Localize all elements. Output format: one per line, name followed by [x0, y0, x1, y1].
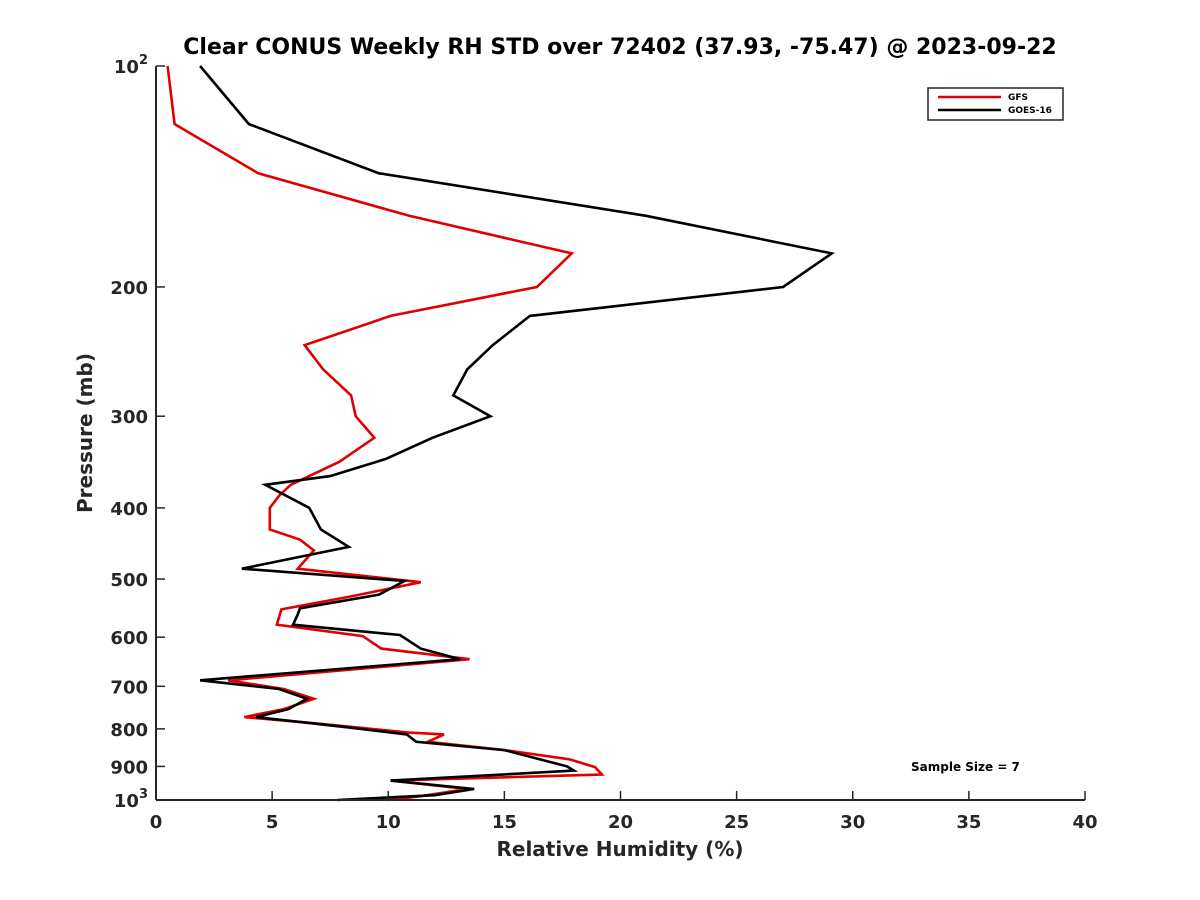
x-tick-label: 25 — [724, 812, 749, 833]
series-layer — [166, 65, 836, 802]
x-tick-label: 30 — [840, 812, 865, 833]
x-ticks: 0 5 10 15 20 25 30 35 40 — [150, 791, 1098, 833]
y-tick-label: 800 — [110, 720, 148, 741]
x-tick-label: 20 — [608, 812, 633, 833]
x-tick-label: 35 — [956, 812, 981, 833]
sample-size-annotation: Sample Size = 7 — [911, 760, 1020, 774]
legend-box — [927, 87, 1064, 121]
y-tick-label: 500 — [110, 570, 148, 591]
legend: GFS GOES-16 — [927, 87, 1064, 121]
y-tick-label: 900 — [110, 757, 148, 778]
x-tick-label: 15 — [492, 812, 517, 833]
x-tick-label: 0 — [150, 812, 163, 833]
y-tick-label: 200 — [110, 278, 148, 299]
y-tick-label: 400 — [110, 499, 148, 520]
y-tick-label: 102 — [114, 53, 148, 78]
x-tick-label: 10 — [376, 812, 401, 833]
y-tick-label: 103 — [114, 787, 148, 812]
legend-label-goes16: GOES-16 — [1008, 106, 1052, 116]
y-axis-label: Pressure (mb) — [73, 353, 97, 513]
y-ticks: 102 200 300 400 500 600 700 800 900 103 — [110, 53, 165, 812]
series-line-gfs — [166, 65, 605, 802]
axes-frame — [155, 66, 1085, 801]
legend-label-gfs: GFS — [1008, 93, 1028, 103]
x-axis-label: Relative Humidity (%) — [496, 837, 743, 861]
y-tick-label: 600 — [110, 628, 148, 649]
series-line-goes16 — [199, 65, 836, 802]
chart-title: Clear CONUS Weekly RH STD over 72402 (37… — [183, 35, 1056, 60]
y-tick-label: 700 — [110, 677, 148, 698]
x-tick-label: 40 — [1072, 812, 1097, 833]
y-tick-label: 300 — [110, 407, 148, 428]
x-tick-label: 5 — [266, 812, 279, 833]
